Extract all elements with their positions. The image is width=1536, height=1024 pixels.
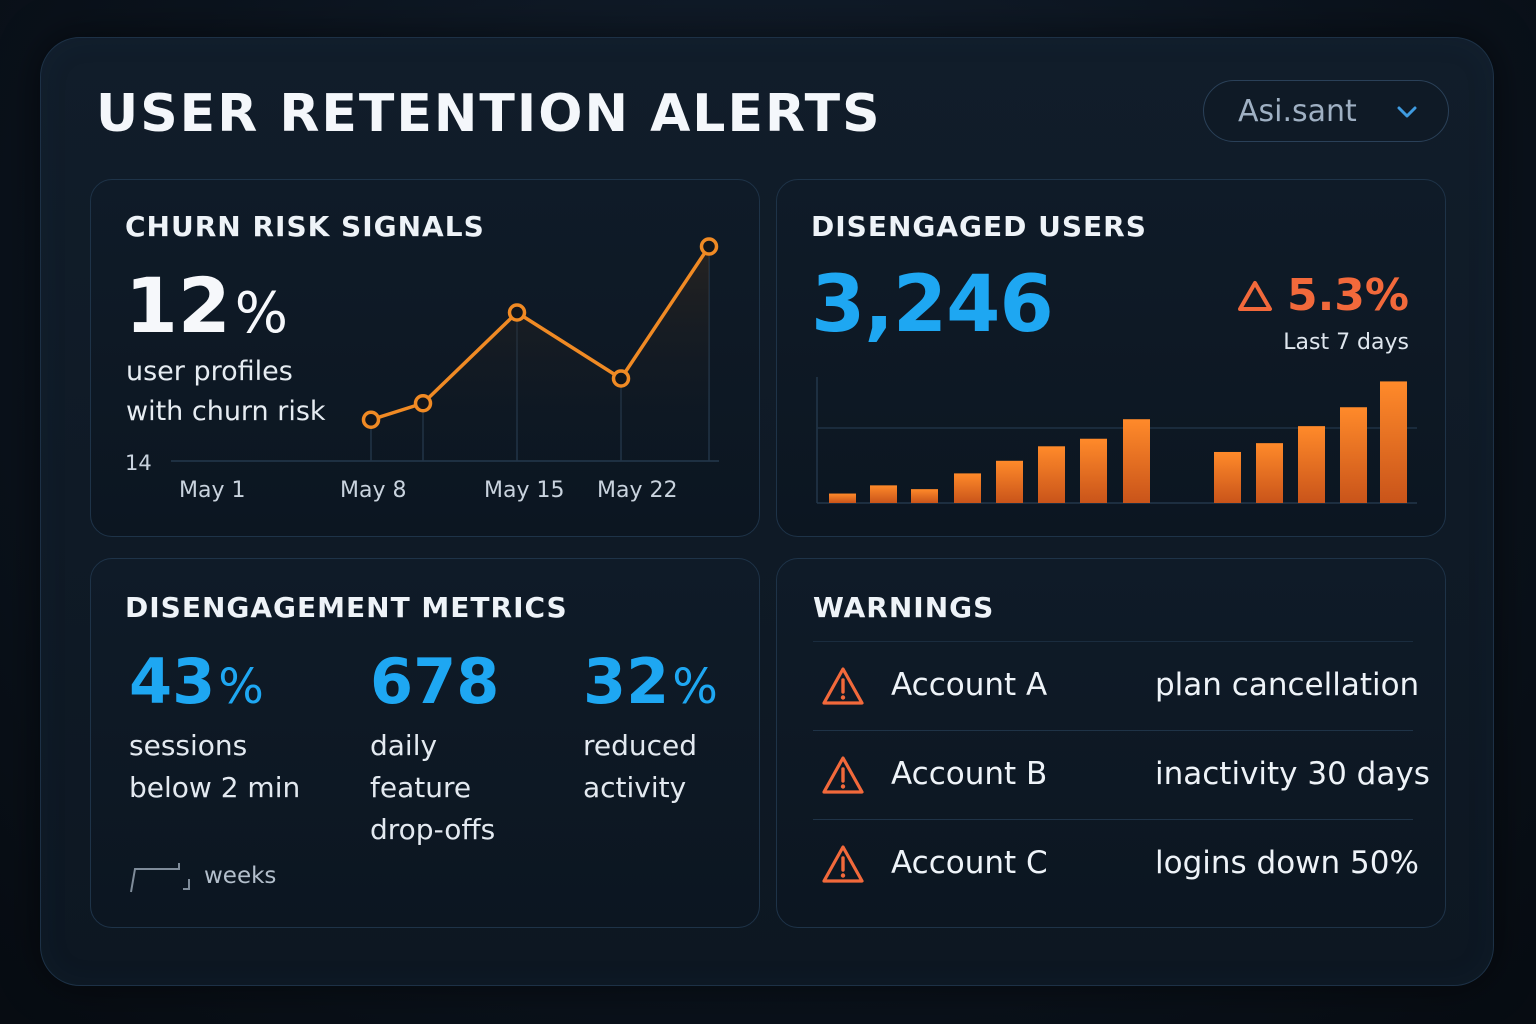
weeks-sparkline-icon [130, 863, 190, 893]
disengagement-metrics-title: DISENGAGEMENT METRICS [125, 591, 568, 624]
disengaged-users-count: 3,246 [811, 260, 1054, 350]
assistant-dropdown[interactable]: Asi.sant [1203, 80, 1449, 142]
chart-bar [1380, 381, 1407, 503]
metric-label: reduced activity [583, 729, 698, 804]
chevron-down-icon [1397, 106, 1417, 118]
metric-value: 678 [370, 645, 500, 718]
triangle-up-icon [1237, 281, 1272, 311]
warning-reason: plan cancellation [1155, 667, 1420, 703]
chart-point [413, 394, 433, 413]
disengaged-users-title: DISENGAGED USERS [811, 210, 1147, 243]
disengaged-bar-chart [816, 377, 1417, 504]
warning-reason: inactivity 30 days [1155, 756, 1430, 792]
disengaged-users-panel: DISENGAGED USERS 3,246 5.3% Last 7 days [776, 179, 1446, 537]
chart-bar [1080, 438, 1107, 503]
warnings-list: Account A plan cancellation Account B in… [813, 641, 1430, 908]
chart-point [361, 410, 381, 429]
metric-value: 32% [583, 645, 718, 718]
warning-reason: logins down 50% [1155, 845, 1419, 881]
warning-account: Account A [891, 667, 1048, 703]
chart-bar [996, 460, 1023, 503]
weeks-label: weeks [204, 863, 277, 889]
chart-bar [1298, 426, 1325, 503]
warning-account: Account C [891, 845, 1048, 881]
metric-label: sessions below 2 min [129, 729, 301, 804]
metric-value: 43% [129, 645, 264, 718]
warning-account: Account B [891, 756, 1048, 792]
chart-bar [1340, 407, 1367, 503]
warning-triangle-icon [822, 667, 864, 705]
warning-triangle-icon [822, 845, 864, 883]
delta-period: Last 7 days [1283, 330, 1409, 355]
warning-row[interactable]: Account A plan cancellation [813, 641, 1419, 730]
churn-risk-unit: % [234, 281, 288, 346]
churn-risk-value: 12% [125, 261, 288, 350]
churn-risk-title: CHURN RISK SIGNALS [125, 210, 485, 243]
warning-row[interactable]: Account C logins down 50% [813, 819, 1419, 908]
warning-row[interactable]: Account B inactivity 30 days [813, 730, 1430, 819]
metric-feature-dropoffs: 678 daily feature drop-offs [370, 651, 499, 851]
chart-bar [954, 473, 981, 503]
disengagement-metrics-panel: DISENGAGEMENT METRICS 43% sessions below… [90, 558, 760, 928]
warning-triangle-icon [822, 756, 864, 794]
chart-point [507, 303, 527, 322]
metric-label: daily feature drop-offs [370, 729, 496, 846]
chart-bar [1038, 446, 1065, 503]
metric-reduced-activity: 32% reduced activity [583, 651, 718, 809]
warnings-title: WARNINGS [813, 591, 995, 624]
chart-bar [1123, 419, 1150, 503]
chart-bar [1214, 451, 1241, 503]
chart-bar [1256, 443, 1283, 503]
chart-point [611, 369, 631, 388]
chart-bar [829, 493, 856, 503]
delta-indicator: 5.3% [1237, 274, 1409, 318]
churn-risk-label: user profiles with churn risk [126, 356, 326, 427]
chart-point [699, 237, 719, 256]
chart-x-tick-label: May 22 [597, 478, 678, 503]
chart-x-tick-label: May 15 [484, 478, 565, 503]
chart-bar [911, 489, 938, 503]
page-title: USER RETENTION ALERTS [96, 84, 882, 144]
chart-bar [870, 485, 897, 503]
metric-sessions: 43% sessions below 2 min [129, 651, 300, 809]
churn-risk-panel: CHURN RISK SIGNALS 12% user profiles wit… [90, 179, 760, 537]
churn-line-chart [171, 237, 719, 462]
churn-y-label: 14 [125, 451, 152, 475]
warnings-panel: WARNINGS Account A plan cancellation Acc… [776, 558, 1446, 928]
dropdown-value: Asi.sant [1238, 93, 1357, 129]
delta-value: 5.3% [1286, 270, 1409, 321]
chart-x-tick-label: May 8 [340, 478, 407, 503]
chart-x-tick-label: May 1 [179, 478, 246, 503]
churn-area [371, 246, 709, 461]
